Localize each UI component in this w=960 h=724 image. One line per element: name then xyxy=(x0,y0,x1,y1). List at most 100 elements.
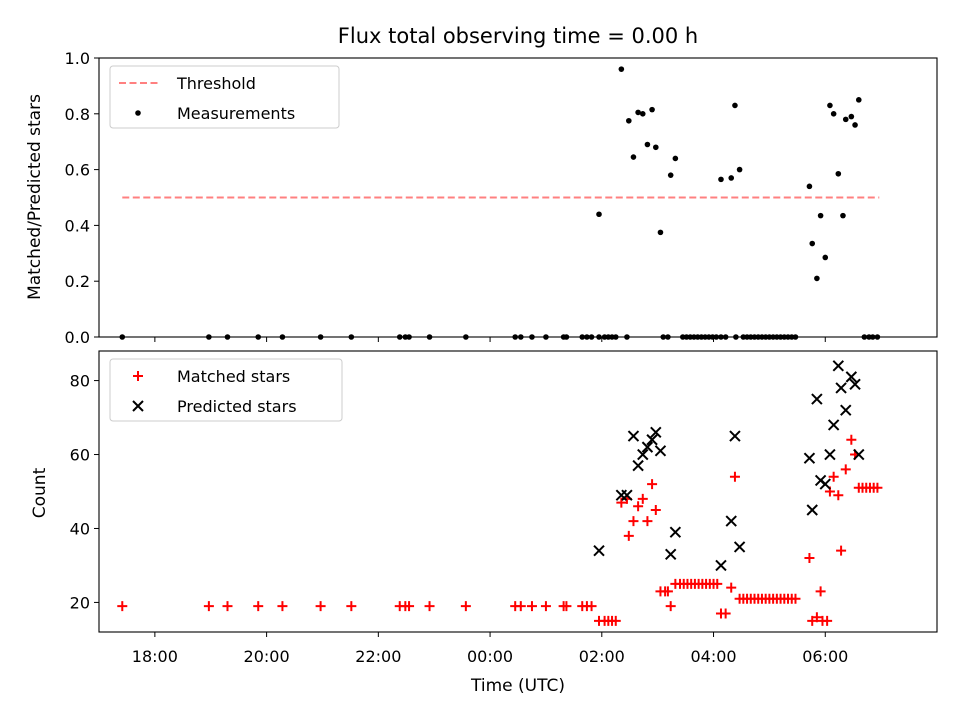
top-legend-box xyxy=(109,65,340,129)
matched-star-point xyxy=(586,601,597,612)
predicted-star-point xyxy=(832,360,845,372)
measurement-point xyxy=(649,106,655,113)
matched-star-point xyxy=(720,608,731,619)
predicted-star-point xyxy=(849,378,861,390)
measurement-point xyxy=(842,116,849,123)
matched-star-point xyxy=(729,471,740,482)
matched-star-point xyxy=(840,464,851,475)
matched-star-point xyxy=(811,612,822,623)
top-y-tick-label: 0.4 xyxy=(65,216,90,235)
matched-star-point xyxy=(610,615,621,626)
predicted-star-point xyxy=(641,441,654,453)
legend-label: Predicted stars xyxy=(177,397,297,416)
predicted-star-point xyxy=(806,504,818,516)
measurement-point xyxy=(809,240,816,247)
matched-star-point xyxy=(203,601,214,612)
x-tick-label: 06:00 xyxy=(802,647,848,666)
legend-label: Measurements xyxy=(177,104,295,123)
legend-matched-swatch xyxy=(133,371,143,381)
measurement-point xyxy=(667,172,674,178)
matched-star-point xyxy=(540,601,551,612)
bottom-y-tick-label: 40 xyxy=(70,519,90,538)
matched-star-point xyxy=(346,601,357,612)
matched-star-point xyxy=(665,601,676,612)
predicted-star-point xyxy=(593,544,605,557)
measurement-point xyxy=(840,212,846,219)
matched-star-point xyxy=(628,516,639,527)
matched-star-point xyxy=(526,601,537,612)
measurement-point xyxy=(657,229,664,236)
top-y-tick-label: 1.0 xyxy=(65,49,90,68)
matched-star-point xyxy=(515,601,526,612)
predicted-star-point xyxy=(824,448,836,461)
matched-star-point xyxy=(633,501,644,512)
matched-star-point xyxy=(815,586,826,597)
measurement-point xyxy=(806,183,813,190)
bottom-legend-box xyxy=(109,358,343,422)
x-tick-label: 22:00 xyxy=(355,647,401,666)
x-tick-label: 20:00 xyxy=(244,647,290,666)
predicted-star-point xyxy=(632,459,644,472)
measurement-point xyxy=(827,102,833,109)
matched-star-point xyxy=(726,582,737,593)
measurement-point xyxy=(630,154,637,160)
predicted-star-point xyxy=(669,526,682,538)
measurement-point xyxy=(626,117,632,124)
predicted-star-point xyxy=(733,541,746,553)
measurement-point xyxy=(855,97,862,103)
predicted-star-point xyxy=(845,371,858,383)
matched-star-point xyxy=(833,490,844,501)
matched-star-point xyxy=(790,593,801,604)
x-tick-label: 18:00 xyxy=(132,647,178,666)
matched-star-point xyxy=(650,504,661,515)
matched-star-point xyxy=(822,615,833,626)
predicted-star-point xyxy=(637,448,649,461)
predicted-star-point xyxy=(627,430,640,442)
bottom-marks xyxy=(117,360,883,626)
predicted-star-point xyxy=(840,404,852,416)
matched-star-point xyxy=(662,586,673,597)
matched-star-point xyxy=(872,482,883,493)
matched-star-point xyxy=(637,493,648,504)
predicted-star-point xyxy=(650,426,662,439)
matched-star-point xyxy=(424,601,435,612)
bottom-panel: Count 20 40 60 80 18:00 20:00 22:00 00:00 02:00 0… xyxy=(30,350,938,666)
predicted-star-point xyxy=(621,489,633,501)
predicted-star-point xyxy=(654,445,667,457)
bottom-y-tick-label: 20 xyxy=(70,593,90,612)
measurement-point xyxy=(835,170,842,177)
matched-star-point xyxy=(623,530,634,541)
predicted-star-point xyxy=(827,419,840,431)
predicted-star-point xyxy=(729,430,741,442)
legend-measurement-swatch xyxy=(135,110,141,116)
x-tick-label: 02:00 xyxy=(579,647,625,666)
measurement-point xyxy=(736,166,743,173)
measurement-point xyxy=(852,122,858,128)
top-y-tick-label: 0.6 xyxy=(65,161,90,180)
top-y-tick-label: 0.0 xyxy=(65,328,90,347)
measurement-point xyxy=(732,102,738,109)
top-y-tick-label: 0.2 xyxy=(65,272,90,291)
matched-star-point xyxy=(253,601,264,612)
measurement-point xyxy=(653,144,659,151)
matched-star-point xyxy=(836,545,847,556)
matched-star-point xyxy=(642,516,653,527)
measurement-point xyxy=(728,175,735,181)
predicted-star-point xyxy=(819,478,831,490)
top-axes: 0.0 0.2 0.4 0.6 0.8 1.0 xyxy=(65,49,826,347)
top-panel: Matched/Predicted stars 0.0 0.2 0.4 0.6 0.8 1… xyxy=(25,49,938,347)
matched-star-point xyxy=(846,434,857,445)
predicted-star-point xyxy=(715,559,727,572)
x-tick-label: 04:00 xyxy=(690,647,736,666)
matched-star-point xyxy=(804,553,815,564)
matched-star-point xyxy=(404,601,415,612)
top-y-tick-label: 0.8 xyxy=(65,105,90,124)
top-plot-frame xyxy=(98,57,938,338)
measurement-point xyxy=(644,141,651,148)
matched-star-point xyxy=(460,601,471,612)
measurement-point xyxy=(814,275,820,282)
predicted-star-point xyxy=(646,434,658,446)
figure-title: Flux total observing time = 0.00 h xyxy=(338,24,698,48)
